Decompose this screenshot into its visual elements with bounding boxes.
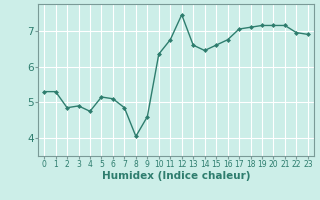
X-axis label: Humidex (Indice chaleur): Humidex (Indice chaleur) (102, 171, 250, 181)
